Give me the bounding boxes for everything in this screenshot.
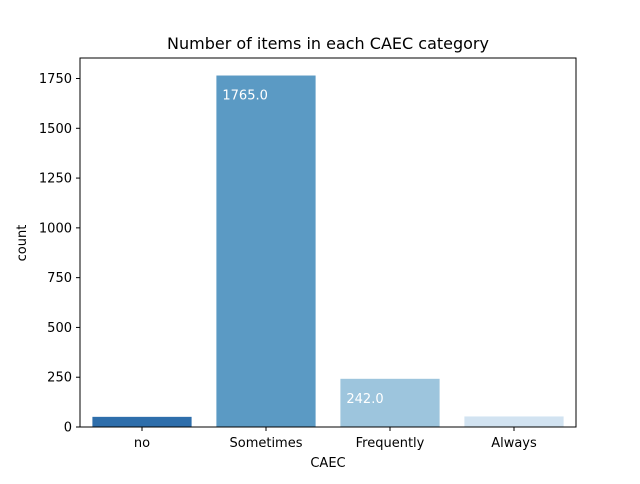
y-axis: 0 250 500 750 1000 1250 1500 1750 bbox=[39, 72, 80, 436]
y-tick-label: 1250 bbox=[39, 172, 72, 187]
x-axis: no Sometimes Frequently Always bbox=[134, 427, 537, 451]
bar-no bbox=[92, 416, 192, 427]
x-axis-label: CAEC bbox=[310, 456, 345, 471]
x-tick-label: Frequently bbox=[356, 436, 425, 451]
data-label-frequently: 242.0 bbox=[346, 392, 383, 407]
x-tick-label: no bbox=[134, 436, 150, 451]
plot-frame bbox=[79, 57, 577, 428]
y-tick-label: 0 bbox=[64, 421, 72, 436]
y-tick-label: 1000 bbox=[39, 221, 72, 236]
bars-layer bbox=[92, 75, 564, 427]
y-tick-label: 1500 bbox=[39, 122, 72, 137]
y-tick-label: 750 bbox=[47, 271, 72, 286]
bar-frequently bbox=[340, 378, 440, 427]
x-tick-label: Always bbox=[491, 436, 537, 451]
y-axis-label: count bbox=[15, 225, 30, 262]
bar-always bbox=[464, 416, 564, 427]
y-tick-label: 1750 bbox=[39, 72, 72, 87]
bar-sometimes bbox=[216, 75, 316, 427]
y-tick-label: 250 bbox=[47, 371, 72, 386]
chart-title: Number of items in each CAEC category bbox=[167, 34, 489, 53]
x-tick-label: Sometimes bbox=[229, 436, 302, 451]
data-labels-layer: 1765.0 242.0 bbox=[222, 89, 383, 407]
y-tick-label: 500 bbox=[47, 321, 72, 336]
data-label-sometimes: 1765.0 bbox=[222, 89, 268, 104]
